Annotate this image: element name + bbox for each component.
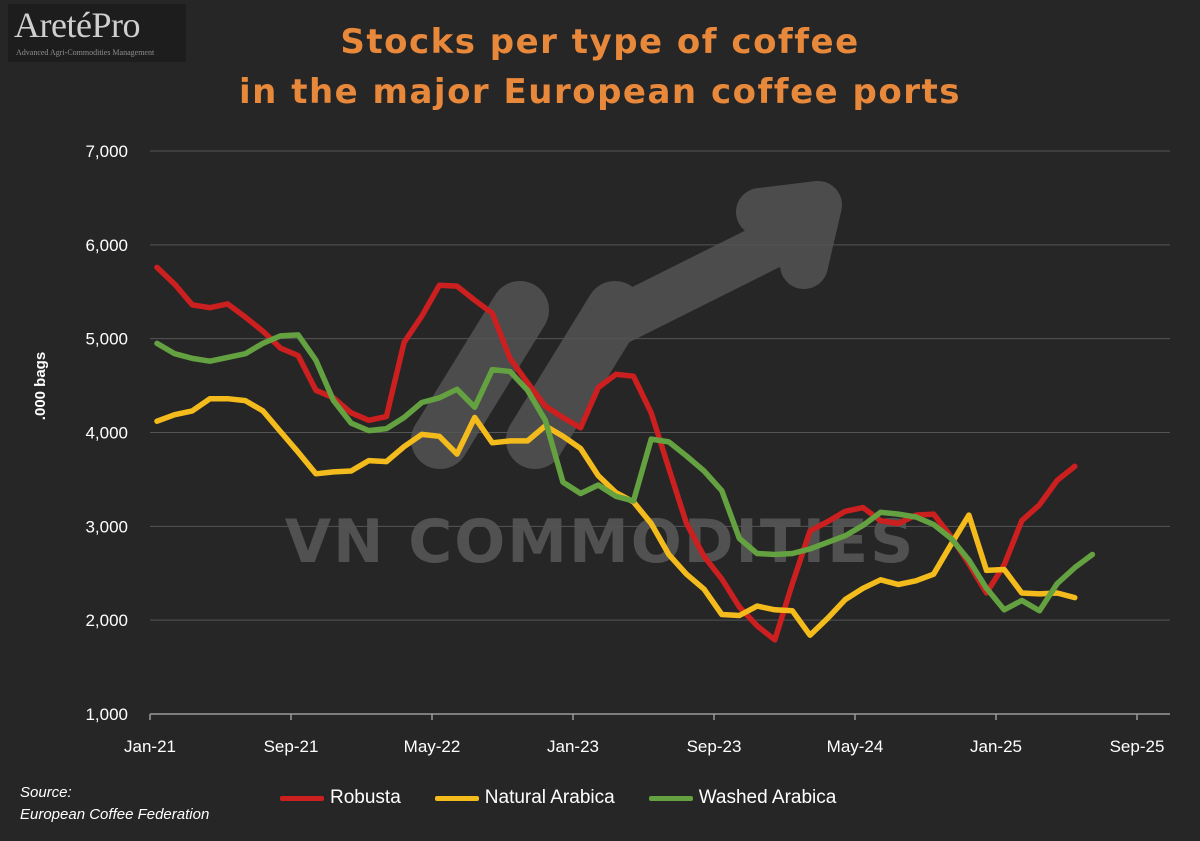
x-tick-label: Sep-23 [687,737,742,756]
legend-label-robusta: Robusta [330,787,401,808]
chart-title-line-1: Stocks per type of coffee [340,22,860,62]
legend-swatch-washed-arabica [648,795,693,801]
source-text: European Coffee Federation [20,806,210,823]
x-tick-label: Jan-23 [547,737,599,756]
legend-item-natural-arabica: Natural Arabica [434,787,615,809]
x-axis: Jan-21 Sep-21 May-22 Jan-23 Sep-23 May-24 Jan-… [124,714,1164,756]
x-tick-label: Sep-21 [264,737,319,756]
series-line-washed-arabica [154,332,1096,614]
series-line-robusta [154,264,1078,643]
logo-name: AretéPro [14,5,140,45]
legend-swatch-natural-arabica [434,795,479,801]
y-axis: 1,000 2,000 3,000 4,000 5,000 6,000 7,000 [85,142,128,724]
y-tick-label: 2,000 [85,611,128,630]
watermark: VN COMMODITIES [285,181,913,577]
legend-item-washed-arabica: Washed Arabica [648,787,837,809]
y-tick-label: 1,000 [85,705,128,724]
y-axis-label: .000 bags [32,352,49,420]
legend-label-natural-arabica: Natural Arabica [484,787,615,808]
x-tick-label: May-22 [404,737,461,756]
y-tick-label: 4,000 [85,424,128,443]
series-layer [154,264,1096,643]
x-tick-label: May-24 [827,737,884,756]
x-tick-label: Sep-25 [1110,737,1165,756]
y-tick-label: 3,000 [85,517,128,536]
legend-swatch-robusta [280,795,324,801]
series-line-natural-arabica [154,395,1078,638]
grid [150,150,1170,715]
y-tick-label: 6,000 [85,236,128,255]
legend-label-washed-arabica: Washed Arabica [698,787,837,808]
chart-title-line-2: in the major European coffee ports [239,72,961,112]
x-tick-label: Jan-21 [124,737,176,756]
y-tick-label: 5,000 [85,330,128,349]
legend: Robusta Natural Arabica Washed Arabica [280,787,870,809]
source-note: Source: European Coffee Federation [20,782,209,826]
source-label: Source: [20,784,72,801]
x-tick-label: Jan-25 [970,737,1022,756]
logo: AretéPro Advanced Agri-Commodities Manag… [8,4,186,62]
legend-item-robusta: Robusta [280,787,401,809]
logo-tagline: Advanced Agri-Commodities Management [16,48,155,57]
y-tick-label: 7,000 [85,142,128,161]
